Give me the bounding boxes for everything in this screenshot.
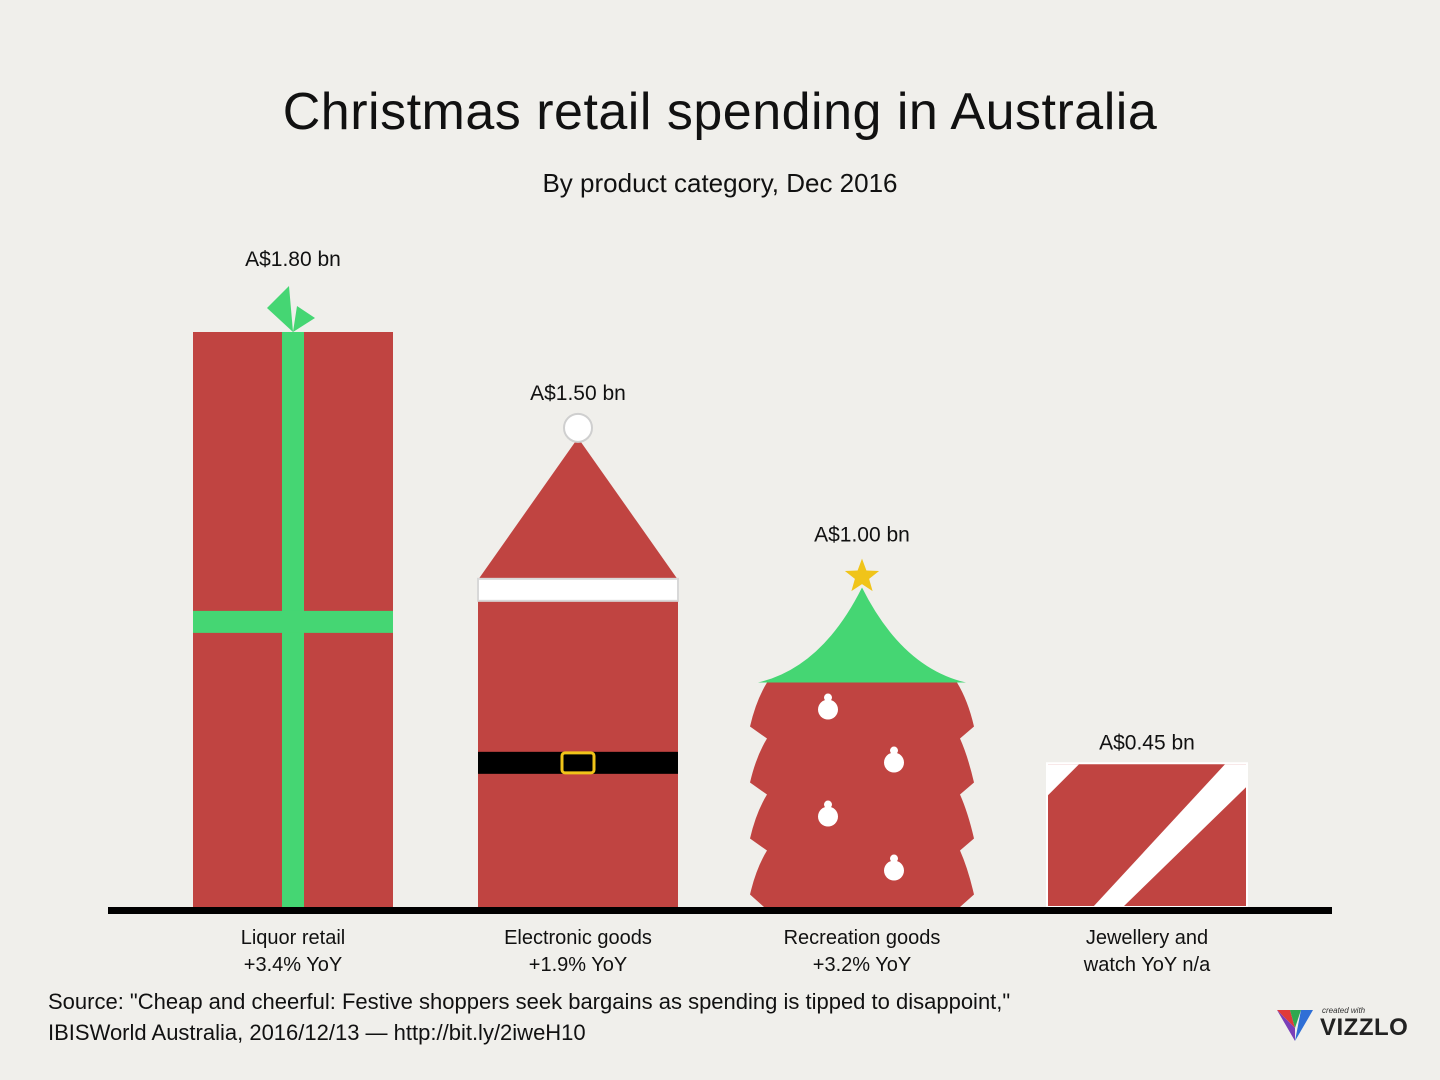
- x-axis-baseline: [108, 907, 1332, 914]
- source-line-1: Source: "Cheap and cheerful: Festive sho…: [48, 989, 1011, 1014]
- vizzlo-logo-icon: [1277, 1010, 1313, 1041]
- brand-created-with: created with: [1322, 1006, 1366, 1015]
- bar-group-3: A$0.45 bn Jewellery and watch YoY n/a: [1046, 731, 1248, 976]
- category-label-1-1: +1.9% YoY: [529, 954, 627, 976]
- ornament-cap-0: [824, 693, 832, 702]
- bar-group-1: A$1.50 bn Electronic goods +1.9% YoY: [477, 382, 679, 976]
- category-label-0-1: +3.4% YoY: [244, 954, 342, 976]
- value-label-0: A$1.80 bn: [245, 248, 341, 271]
- value-label-3: A$0.45 bn: [1099, 731, 1195, 754]
- category-label-3-0: Jewellery and: [1086, 927, 1208, 949]
- vizzlo-brand[interactable]: created with VIZZLO: [1276, 1004, 1426, 1044]
- source-line-2: IBISWorld Australia, 2016/12/13 — http:/…: [48, 1020, 586, 1045]
- tree-crown: [758, 587, 966, 683]
- category-label-2-1: +3.2% YoY: [813, 954, 911, 976]
- bow-left: [267, 286, 293, 332]
- bar-group-2: A$1.00 bn Recreation goods +3.2% YoY: [750, 524, 974, 976]
- ornament-0: [818, 699, 838, 720]
- santa-hat: [478, 437, 678, 580]
- bar-electronic-goods: [478, 579, 678, 907]
- ornament-cap-3: [890, 854, 898, 863]
- brand-name: VIZZLO: [1320, 1014, 1409, 1041]
- belt-buckle: [560, 751, 596, 775]
- ornament-2: [818, 806, 838, 827]
- value-label-1: A$1.50 bn: [530, 382, 626, 405]
- chart-subtitle: By product category, Dec 2016: [542, 168, 898, 198]
- category-label-0-0: Liquor retail: [241, 927, 346, 949]
- value-label-2: A$1.00 bn: [814, 524, 910, 547]
- source-note: Source: "Cheap and cheerful: Festive sho…: [48, 986, 1248, 1048]
- category-label-2-0: Recreation goods: [784, 927, 941, 949]
- ornament-1: [884, 752, 904, 773]
- chart-title: Christmas retail spending in Australia: [282, 83, 1158, 141]
- bow-right: [293, 306, 315, 332]
- category-label-3-1: watch YoY n/a: [1083, 954, 1211, 976]
- ribbon-diagonal: [1093, 764, 1246, 907]
- ribbon-corner: [1048, 764, 1079, 796]
- category-label-1-0: Electronic goods: [504, 927, 652, 949]
- bar-group-0: A$1.80 bn Liquor retail +3.4% YoY: [193, 248, 393, 976]
- ornament-cap-2: [824, 800, 832, 809]
- hat-brim: [477, 577, 679, 602]
- ribbon-horizontal: [193, 610, 393, 633]
- ornament-cap-1: [890, 746, 898, 755]
- ornament-3: [884, 860, 904, 881]
- tree-star: [844, 558, 880, 592]
- bar-recreation-goods: [750, 682, 974, 907]
- santa-belt: [478, 751, 678, 774]
- hat-pompom: [563, 412, 593, 443]
